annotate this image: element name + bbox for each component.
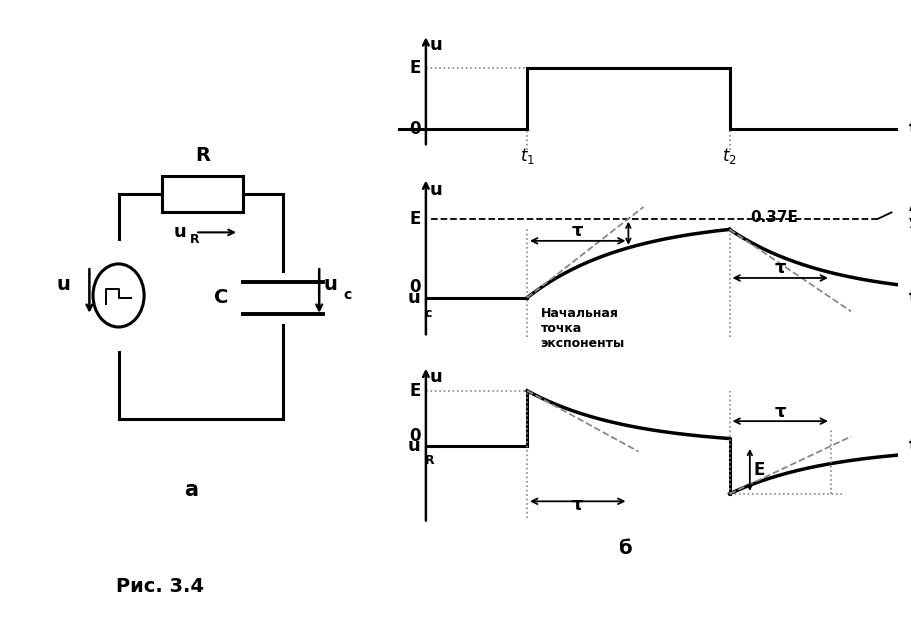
Text: τ: τ bbox=[571, 222, 583, 240]
Text: u: u bbox=[429, 367, 442, 386]
Text: 0: 0 bbox=[408, 427, 420, 445]
Text: 0: 0 bbox=[408, 120, 420, 138]
Text: u: u bbox=[429, 36, 442, 54]
Text: Асимптотический: Асимптотический bbox=[907, 201, 911, 214]
Text: u: u bbox=[407, 289, 420, 307]
FancyBboxPatch shape bbox=[162, 176, 242, 212]
Text: t: t bbox=[907, 289, 911, 307]
Text: $t_1$: $t_1$ bbox=[519, 146, 534, 166]
Text: Начальная
точка
экспоненты: Начальная точка экспоненты bbox=[540, 307, 624, 350]
Text: u: u bbox=[407, 437, 420, 455]
Text: 0: 0 bbox=[408, 278, 420, 296]
Text: E: E bbox=[752, 461, 763, 479]
Text: u: u bbox=[429, 181, 442, 199]
Text: б: б bbox=[618, 539, 630, 558]
Text: а: а bbox=[184, 480, 199, 500]
Text: Рис. 3.4: Рис. 3.4 bbox=[116, 577, 203, 595]
Text: R: R bbox=[195, 146, 210, 165]
Text: u: u bbox=[173, 223, 186, 242]
Text: E: E bbox=[409, 382, 420, 400]
Text: $t_2$: $t_2$ bbox=[722, 146, 736, 166]
Text: t: t bbox=[907, 437, 911, 455]
Text: t: t bbox=[907, 120, 911, 138]
Text: c: c bbox=[343, 289, 351, 302]
Text: R: R bbox=[425, 454, 434, 467]
Text: τ: τ bbox=[571, 496, 583, 513]
Text: τ: τ bbox=[773, 403, 785, 421]
Text: E: E bbox=[409, 210, 420, 228]
Text: R: R bbox=[189, 233, 200, 245]
Text: E: E bbox=[409, 59, 420, 77]
Text: u: u bbox=[56, 275, 71, 294]
Text: τ: τ bbox=[773, 259, 785, 277]
Text: уровень: уровень bbox=[907, 215, 911, 228]
Text: 0.37E: 0.37E bbox=[749, 210, 797, 225]
Text: C: C bbox=[213, 288, 228, 307]
Text: c: c bbox=[425, 307, 432, 321]
Text: u: u bbox=[322, 275, 337, 294]
